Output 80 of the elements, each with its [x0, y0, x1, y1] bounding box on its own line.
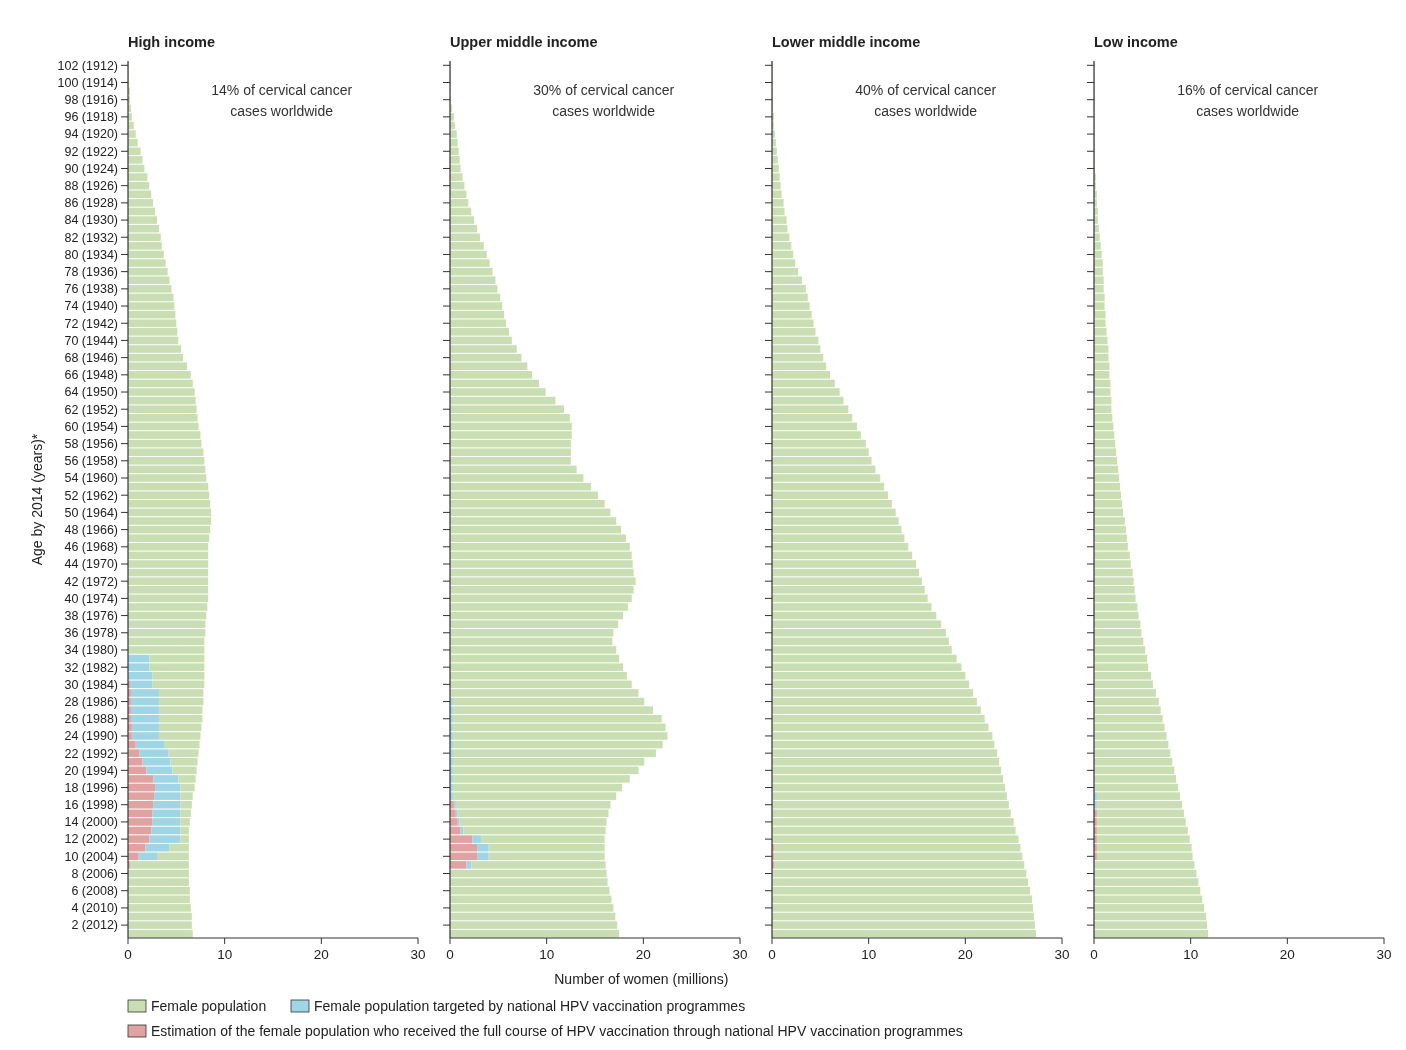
- chart-title: Lower middle income: [772, 34, 921, 50]
- y-tick-label: 90 (1924): [64, 161, 118, 176]
- x-tick-label: 10: [217, 947, 233, 962]
- y-tick-label: 76 (1938): [64, 282, 118, 297]
- y-tick-label: 92 (1922): [64, 144, 118, 159]
- x-tick-label: 20: [1279, 947, 1295, 962]
- legend-label: Female population: [151, 998, 267, 1014]
- y-tick-label: 22 (1992): [64, 746, 118, 761]
- x-tick-label: 10: [539, 947, 555, 962]
- y-tick-label: 50 (1964): [64, 505, 118, 520]
- y-tick-label: 62 (1952): [64, 402, 118, 417]
- y-tick-label: 42 (1972): [64, 574, 118, 589]
- chart-title: Low income: [1094, 34, 1178, 50]
- y-tick-label: 86 (1928): [64, 196, 118, 211]
- x-tick-label: 30: [732, 947, 748, 962]
- y-tick-label: 84 (1930): [64, 213, 118, 228]
- y-tick-label: 78 (1936): [64, 265, 118, 280]
- y-tick-label: 56 (1958): [64, 454, 118, 469]
- y-tick-label: 6 (2008): [71, 884, 118, 899]
- y-tick-label: 8 (2006): [71, 866, 118, 881]
- y-tick-label: 40 (1974): [64, 591, 118, 606]
- y-tick-label: 82 (1932): [64, 230, 118, 245]
- y-tick-label: 12 (2002): [64, 832, 118, 847]
- y-tick-label: 20 (1994): [64, 763, 118, 778]
- y-tick-label: 58 (1956): [64, 436, 118, 451]
- x-axis-title: Number of women (millions): [554, 971, 729, 987]
- y-tick-label: 96 (1918): [64, 110, 118, 125]
- x-tick-label: 0: [768, 947, 776, 962]
- y-tick-label: 38 (1976): [64, 608, 118, 623]
- y-tick-label: 100 (1914): [57, 75, 118, 90]
- annotation: 40% of cervical cancer cases worldwide: [855, 82, 997, 119]
- y-tick-label: 54 (1960): [64, 471, 118, 486]
- y-tick-label: 30 (1984): [64, 677, 118, 692]
- y-tick-label: 68 (1946): [64, 351, 118, 366]
- y-tick-label: 60 (1954): [64, 419, 118, 434]
- y-tick-label: 72 (1942): [64, 316, 118, 331]
- y-tick-label: 74 (1940): [64, 299, 118, 314]
- legend-label: Estimation of the female population who received the full course of HPV vaccination through national HPV vaccination programmes: [151, 1023, 963, 1039]
- y-tick-label: 36 (1978): [64, 626, 118, 641]
- y-tick-label: 26 (1988): [64, 712, 118, 727]
- y-tick-label: 34 (1980): [64, 643, 118, 658]
- chart-title: Upper middle income: [450, 34, 598, 50]
- x-tick-label: 0: [124, 947, 132, 962]
- x-tick-label: 0: [446, 947, 454, 962]
- y-tick-label: 44 (1970): [64, 557, 118, 572]
- y-tick-label: 94 (1920): [64, 127, 118, 142]
- y-tick-label: 32 (1982): [64, 660, 118, 675]
- x-tick-label: 10: [1183, 947, 1199, 962]
- chart-title: High income: [128, 34, 216, 50]
- x-tick-label: 10: [861, 947, 877, 962]
- x-tick-label: 30: [1376, 947, 1392, 962]
- x-tick-label: 20: [635, 947, 651, 962]
- y-tick-label: 88 (1926): [64, 179, 118, 194]
- y-tick-label: 80 (1934): [64, 247, 118, 262]
- x-tick-label: 20: [957, 947, 973, 962]
- y-tick-label: 16 (1998): [64, 798, 118, 813]
- y-tick-label: 52 (1962): [64, 488, 118, 503]
- y-tick-label: 98 (1916): [64, 93, 118, 108]
- y-tick-label: 14 (2000): [64, 815, 118, 830]
- y-tick-label: 24 (1990): [64, 729, 118, 744]
- y-tick-label: 4 (2010): [71, 901, 118, 916]
- y-tick-label: 70 (1944): [64, 333, 118, 348]
- y-tick-label: 18 (1996): [64, 780, 118, 795]
- y-axis-title: Age by 2014 (years)*: [29, 433, 45, 566]
- x-tick-label: 20: [313, 947, 329, 962]
- annotation: 14% of cervical cancer cases worldwide: [211, 82, 353, 119]
- annotation: 16% of cervical cancer cases worldwide: [1177, 82, 1319, 119]
- y-tick-label: 46 (1968): [64, 540, 118, 555]
- x-tick-label: 0: [1090, 947, 1098, 962]
- y-tick-label: 66 (1948): [64, 368, 118, 383]
- annotation: 30% of cervical cancer cases worldwide: [533, 82, 675, 119]
- x-tick-label: 30: [410, 947, 426, 962]
- legend-label: Female population targeted by national HPV vaccination programmes: [314, 998, 746, 1014]
- y-tick-label: 2 (2012): [71, 918, 118, 933]
- y-tick-label: 28 (1986): [64, 694, 118, 709]
- y-tick-label: 102 (1912): [57, 58, 118, 73]
- y-tick-label: 10 (2004): [64, 849, 118, 864]
- y-tick-label: 64 (1950): [64, 385, 118, 400]
- y-tick-label: 48 (1966): [64, 522, 118, 537]
- x-tick-label: 30: [1054, 947, 1070, 962]
